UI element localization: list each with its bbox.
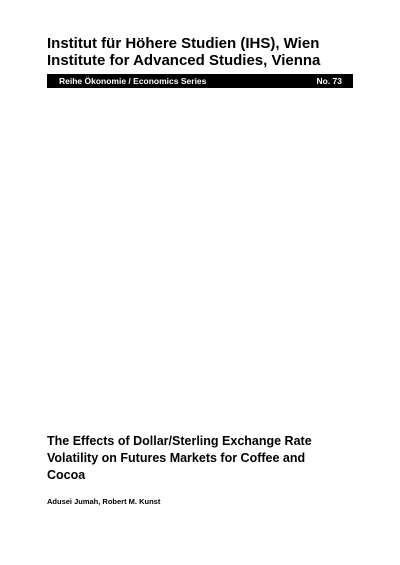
institute-name-block: Institut für Höhere Studien (IHS), Wien …	[47, 35, 367, 69]
institute-name-english: Institute for Advanced Studies, Vienna	[47, 52, 321, 69]
series-name: Reihe Ökonomie / Economics Series	[59, 76, 207, 86]
institute-name-german: Institut für Höhere Studien (IHS), Wien	[47, 35, 320, 52]
paper-title-line: Cocoa	[47, 468, 86, 482]
series-bar: Reihe Ökonomie / Economics Series No. 73	[47, 74, 353, 88]
paper-title-line: Volatility on Futures Markets for Coffee…	[47, 451, 306, 465]
paper-authors: Adusei Jumah, Robert M. Kunst	[47, 497, 161, 506]
paper-title: The Effects of Dollar/Sterling Exchange …	[47, 433, 367, 484]
series-number: No. 73	[316, 76, 342, 86]
paper-title-line: The Effects of Dollar/Sterling Exchange …	[47, 434, 312, 448]
